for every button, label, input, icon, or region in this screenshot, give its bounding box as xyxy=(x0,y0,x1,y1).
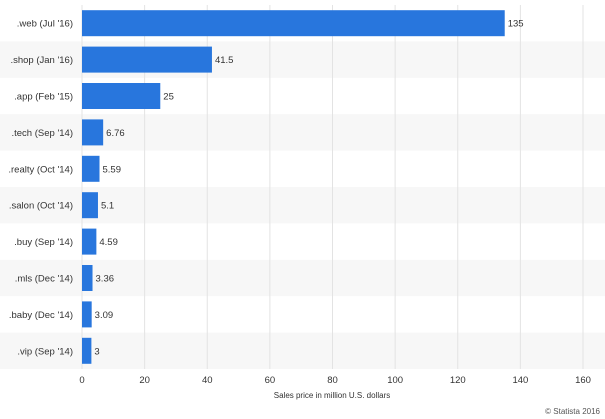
category-label: .mls (Dec '14) xyxy=(15,274,73,285)
category-label: .buy (Sep '14) xyxy=(14,237,73,248)
value-label: 41.5 xyxy=(215,55,234,66)
x-tick-label: 100 xyxy=(387,375,403,386)
category-label: .salon (Oct '14) xyxy=(9,201,73,212)
x-tick-label: 20 xyxy=(139,375,150,386)
category-label: .vip (Sep '14) xyxy=(17,346,73,357)
value-label: 3.36 xyxy=(96,274,115,285)
category-label: .web (Jul '16) xyxy=(17,19,73,30)
x-tick-labels: 0 20 40 60 80 100 120 140 160 xyxy=(79,375,591,386)
value-labels: 135 41.5 25 6.76 5.59 5.1 4.59 3.36 3.09 3 xyxy=(94,19,523,358)
bar xyxy=(82,10,505,37)
bars xyxy=(82,10,505,364)
bar xyxy=(82,265,93,291)
bar xyxy=(82,46,212,73)
bar xyxy=(82,83,161,109)
category-label: .shop (Jan '16) xyxy=(10,55,73,66)
value-label: 6.76 xyxy=(106,128,125,139)
value-label: 5.59 xyxy=(103,164,122,175)
x-tick-label: 120 xyxy=(450,375,466,386)
value-label: 25 xyxy=(163,92,174,103)
x-tick-label: 80 xyxy=(327,375,338,386)
category-labels: .web (Jul '16) .shop (Jan '16) .app (Feb '… xyxy=(8,19,73,358)
value-label: 135 xyxy=(508,19,524,30)
x-tick-label: 60 xyxy=(265,375,276,386)
x-tick-label: 40 xyxy=(202,375,213,386)
category-label: .app (Feb '15) xyxy=(14,92,73,103)
value-label: 3 xyxy=(94,346,99,357)
category-label: .realty (Oct '14) xyxy=(8,164,73,175)
category-label: .baby (Dec '14) xyxy=(9,310,73,321)
x-tick-label: 140 xyxy=(512,375,528,386)
x-tick-label: 0 xyxy=(79,375,84,386)
row-stripe xyxy=(0,332,605,369)
row-stripe xyxy=(0,187,605,224)
bar xyxy=(82,155,100,182)
x-axis-title: Sales price in million U.S. dollars xyxy=(274,391,391,400)
bar xyxy=(82,301,92,328)
category-label: .tech (Sep '14) xyxy=(12,128,74,139)
row-stripes xyxy=(0,41,605,369)
value-label: 3.09 xyxy=(95,310,114,321)
bar xyxy=(82,337,92,364)
value-label: 4.59 xyxy=(99,237,118,248)
bar xyxy=(82,119,104,146)
row-stripe xyxy=(0,259,605,297)
statista-credit: © Statista 2016 xyxy=(545,407,600,416)
bar xyxy=(82,228,97,255)
bar xyxy=(82,192,98,219)
gridlines xyxy=(81,5,584,369)
x-tick-label: 160 xyxy=(575,375,591,386)
value-label: 5.1 xyxy=(101,201,114,212)
